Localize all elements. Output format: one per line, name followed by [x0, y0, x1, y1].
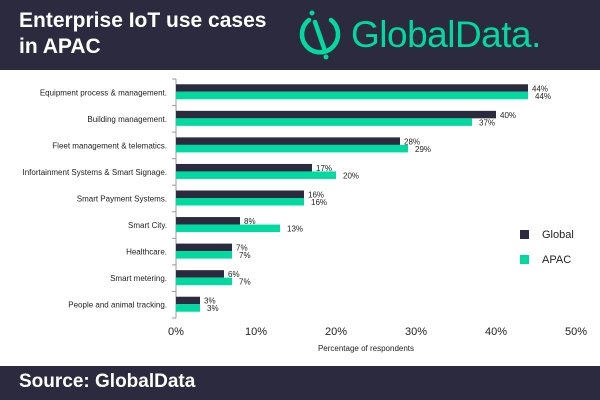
category-label: Fleet management & telematics. [52, 141, 167, 150]
bar-apac [176, 118, 472, 126]
logo-text: GlobalData. [351, 14, 541, 55]
x-tick-label: 30% [405, 326, 427, 338]
data-label: 37% [479, 118, 495, 127]
data-label: 7% [236, 244, 248, 253]
x-tick-label: 0% [168, 326, 184, 338]
globaldata-logo-icon [299, 10, 341, 60]
data-label: 40% [500, 111, 516, 120]
data-label: 16% [308, 191, 324, 200]
category-label: Infortainment Systems & Smart Signage. [22, 168, 167, 177]
category-label: People and animal tracking. [68, 301, 167, 310]
data-label: 13% [287, 225, 303, 234]
data-label: 20% [343, 171, 359, 180]
x-tick-label: 10% [245, 326, 267, 338]
data-label: 28% [404, 137, 420, 146]
data-label: 29% [415, 145, 431, 154]
bar-global [176, 217, 240, 225]
data-label: 8% [244, 217, 256, 226]
data-label: 17% [316, 164, 332, 173]
legend-swatch-global [520, 230, 529, 239]
data-label: 7% [239, 251, 251, 260]
header-banner: Enterprise IoT use cases in APAC GlobalD… [0, 0, 600, 70]
x-tick-label: 40% [485, 326, 507, 338]
source-label: Source: GlobalData [19, 371, 196, 392]
chart-title: Enterprise IoT use cases in APAC [19, 9, 267, 58]
x-tick-label: 50% [565, 326, 587, 338]
bar-apac [176, 277, 232, 286]
data-label: 3% [204, 297, 216, 306]
data-label: 7% [239, 278, 251, 287]
data-label: 3% [207, 304, 219, 313]
bar-global [176, 84, 528, 92]
data-label: 44% [532, 84, 548, 93]
category-label: Building management. [87, 115, 167, 124]
bar-apac [176, 91, 528, 100]
bar-apac [176, 171, 336, 179]
data-label: 6% [228, 270, 240, 279]
bar-global [176, 270, 224, 278]
bar-apac [176, 198, 304, 206]
data-label: 44% [535, 92, 551, 101]
bar-global [176, 137, 400, 145]
bar-global [176, 110, 496, 119]
legend-label: Global [542, 229, 574, 241]
footer-banner: Source: GlobalData [0, 366, 600, 400]
x-tick-label: 20% [325, 326, 347, 338]
category-label: Smart Payment Systems. [77, 195, 167, 204]
bar-apac [176, 251, 232, 259]
data-label: 16% [311, 198, 327, 207]
category-label: Equipment process & management. [40, 88, 167, 97]
bar-apac [176, 304, 200, 312]
category-label: Healthcare. [126, 248, 167, 257]
bar-global [176, 243, 232, 252]
legend-swatch-apac [520, 255, 529, 264]
legend-label: APAC [542, 254, 571, 266]
category-label: Smart City. [128, 221, 167, 230]
globaldata-logo: GlobalData. [295, 8, 541, 62]
category-label: Smart metering. [110, 274, 167, 283]
bar-global [176, 190, 304, 198]
bar-global [176, 296, 200, 305]
bar-apac [176, 144, 408, 153]
bar-apac [176, 224, 280, 233]
bar-global [176, 163, 312, 172]
x-axis-title: Percentage of respondents [318, 344, 414, 353]
bar-chart: Equipment process & management. 44%44% Bui… [22, 78, 587, 353]
